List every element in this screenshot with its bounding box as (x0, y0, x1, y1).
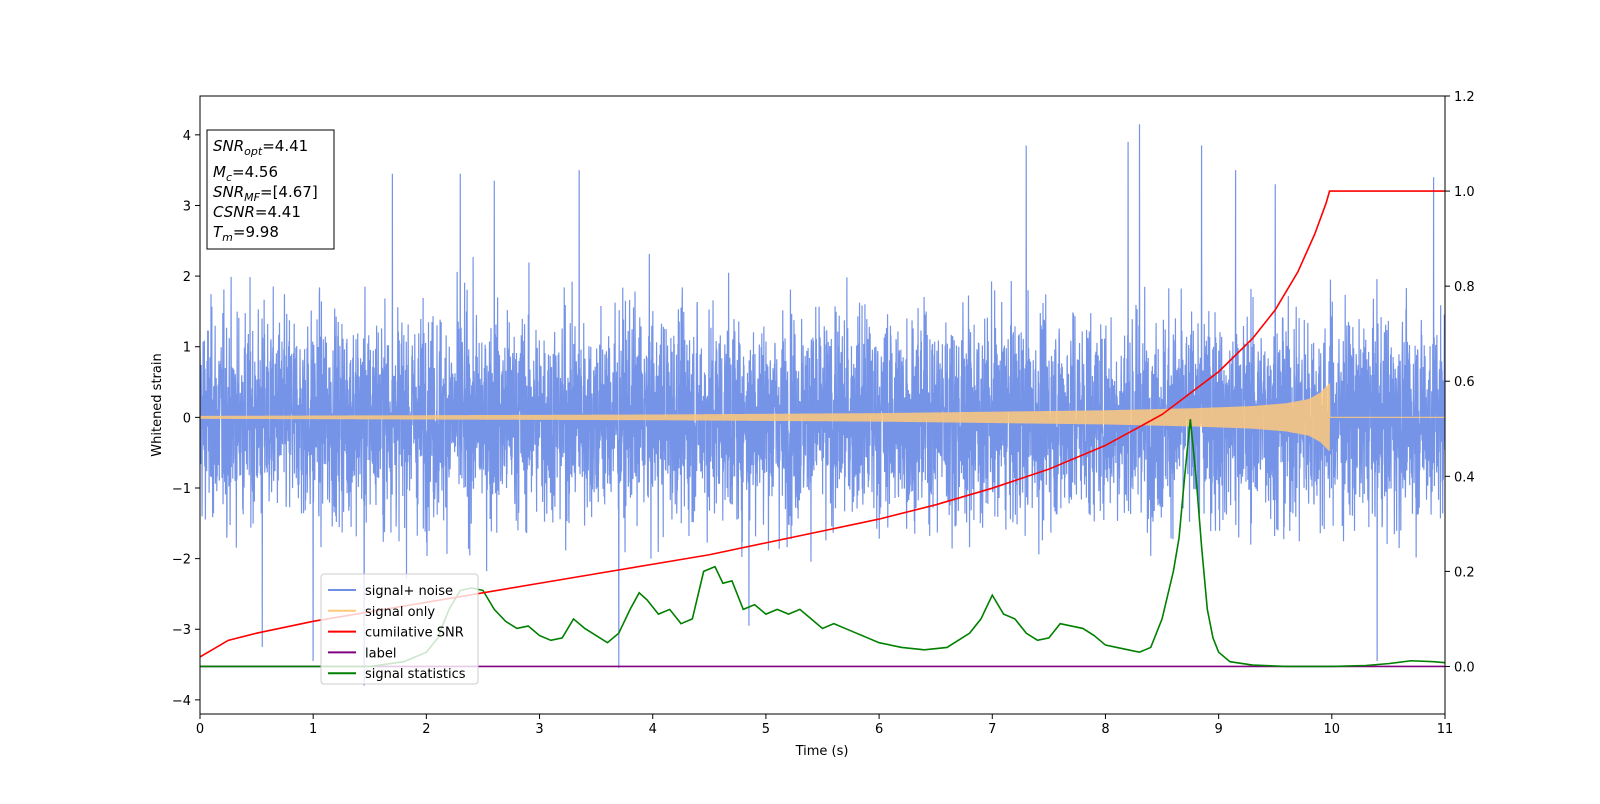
legend-entry-label: signal statistics (365, 667, 466, 682)
y-right-tick-label: 1.0 (1454, 185, 1475, 200)
legend-entry-label: signal only (365, 605, 435, 620)
y-left-tick-label: 1 (183, 341, 191, 356)
x-tick-label: 8 (1101, 722, 1109, 737)
y-left-tick-label: 0 (183, 411, 191, 426)
legend-frame (320, 573, 479, 685)
y-right-tick-label: 0.4 (1454, 470, 1475, 485)
y-left-tick-label: 4 (183, 129, 191, 144)
y-right-tick-label: 0.0 (1454, 660, 1475, 675)
x-axis-label: Time (s) (795, 744, 849, 759)
legend-entry-label: cumilative SNR (365, 626, 464, 641)
y-left-tick-label: 3 (183, 199, 191, 214)
x-tick-label: 3 (535, 722, 543, 737)
y-left-tick-label: −1 (172, 482, 191, 497)
series-signal-statistics (200, 419, 1445, 668)
info-box-line: CSNR=4.41 (213, 203, 301, 221)
y-right-tick-label: 0.8 (1454, 280, 1475, 295)
series-signal-only (200, 383, 1445, 451)
x-tick-label: 11 (1437, 722, 1454, 737)
x-tick-label: 10 (1324, 722, 1341, 737)
legend-entry-label: label (365, 646, 396, 661)
y-left-tick-label: −2 (172, 553, 191, 568)
x-tick-label: 9 (1214, 722, 1222, 737)
y-left-tick-label: −4 (172, 694, 191, 709)
ticks-layer: 0 1 2 3 4 5 6 7 8 9 10 11 −4 −3 −2 −1 0 1 2 3 4 0.0 0.2 0.4 0.6 0… (172, 90, 1475, 737)
info-box-line: Mc=4.56 (213, 163, 278, 184)
info-box-line: Tm=9.98 (213, 223, 279, 244)
info-box-line: SNRMF=[4.67] (213, 183, 318, 204)
x-tick-label: 1 (309, 722, 317, 737)
x-tick-label: 4 (649, 722, 657, 737)
y-left-tick-label: 2 (183, 270, 191, 285)
x-tick-label: 0 (196, 722, 204, 737)
x-tick-label: 7 (988, 722, 996, 737)
x-tick-label: 5 (762, 722, 770, 737)
info-box-line: SNRopt=4.41 (213, 137, 308, 158)
legend-items: signal+ noise signal only cumilative SNR la… (328, 584, 466, 682)
y-right-tick-label: 0.2 (1454, 565, 1475, 580)
x-tick-label: 2 (422, 722, 430, 737)
y-axis-label-left: Whitened strain (150, 353, 165, 456)
plot-area-frame (199, 95, 1446, 715)
x-tick-label: 6 (875, 722, 883, 737)
y-right-tick-label: 1.2 (1454, 90, 1475, 105)
info-box-frame (206, 129, 335, 250)
legend-entry-label: signal+ noise (365, 584, 453, 599)
y-right-tick-label: 0.6 (1454, 375, 1475, 390)
legend: signal+ noise signal only cumilative SNR la… (320, 573, 479, 685)
y-left-tick-label: −3 (172, 623, 191, 638)
